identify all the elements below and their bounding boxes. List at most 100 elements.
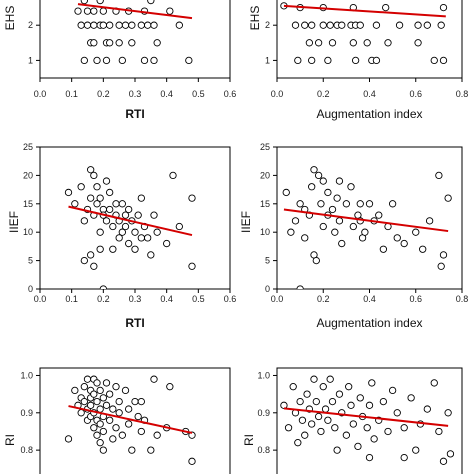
data-point: [121, 211, 130, 219]
y-tick-label: 1.0: [257, 370, 270, 380]
data-point: [308, 21, 316, 29]
y-tick-label: 2: [265, 20, 270, 30]
y-tick-label: 0.8: [257, 445, 270, 455]
x-tick-label: 0.2: [97, 294, 110, 304]
data-point: [423, 405, 431, 413]
data-point: [430, 379, 438, 387]
data-point: [106, 416, 114, 424]
data-point: [166, 383, 174, 391]
data-point: [414, 39, 422, 47]
data-point: [314, 39, 323, 47]
data-point: [291, 217, 300, 225]
data-point: [90, 7, 98, 15]
data-point: [131, 245, 139, 253]
data-point: [121, 222, 130, 231]
data-point: [379, 397, 388, 406]
data-point: [125, 205, 133, 214]
data-point: [382, 3, 390, 12]
data-point: [169, 171, 177, 180]
data-point: [144, 21, 152, 29]
data-point: [175, 21, 183, 29]
x-axis-label: RTI: [125, 107, 144, 121]
x-tick-label: 0.4: [363, 294, 376, 304]
x-tick-label: 0.8: [456, 294, 469, 304]
data-point: [301, 234, 309, 242]
data-point: [303, 390, 311, 398]
data-point: [439, 457, 448, 465]
data-point: [312, 397, 320, 406]
data-point: [324, 56, 332, 65]
data-point: [137, 397, 145, 406]
data-point: [324, 188, 332, 197]
data-point: [435, 171, 443, 180]
data-point: [439, 56, 448, 65]
data-point: [310, 166, 318, 174]
data-point: [393, 234, 401, 242]
data-point: [87, 251, 95, 259]
data-point: [435, 427, 443, 436]
data-point: [328, 397, 337, 406]
data-point: [321, 405, 330, 413]
data-point: [99, 21, 107, 29]
data-point: [121, 386, 130, 395]
data-point: [96, 386, 104, 395]
data-point: [326, 375, 334, 383]
data-point: [93, 431, 101, 439]
data-point: [134, 412, 142, 421]
data-point: [188, 457, 196, 465]
data-point: [121, 21, 130, 29]
data-point: [430, 56, 438, 65]
data-point: [312, 256, 320, 265]
data-point: [102, 177, 111, 185]
data-point: [294, 56, 302, 65]
data-layer: [280, 2, 448, 65]
x-tick-label: 0.3: [129, 89, 142, 99]
data-point: [118, 56, 126, 65]
x-tick-label: 0.0: [34, 294, 47, 304]
data-layer: [282, 166, 452, 289]
data-point: [319, 383, 327, 391]
data-point: [109, 435, 117, 443]
x-tick-label: 0.2: [97, 89, 110, 99]
data-point: [439, 3, 448, 12]
x-tick-label: 0.6: [409, 294, 422, 304]
data-point: [166, 7, 174, 15]
x-tick-label: 0.2: [317, 89, 330, 99]
data-point: [333, 446, 341, 454]
x-tick-label: 0.6: [409, 89, 422, 99]
data-point: [140, 56, 149, 65]
x-tick-label: 0.0: [271, 89, 284, 99]
scatter-panel-4: 0 5 10 15 20 25 0.0 0.2 0.4 0.6 0.8 Augmentation in…: [239, 142, 468, 330]
data-point: [134, 211, 142, 219]
y-tick-label: 25: [260, 142, 270, 152]
data-point: [112, 424, 120, 432]
y-tick-label: 15: [23, 199, 33, 209]
data-point: [314, 171, 323, 180]
data-point: [128, 39, 136, 47]
data-point: [338, 239, 346, 248]
y-axis-label: EHS: [248, 6, 262, 31]
x-tick-label: 0.5: [192, 294, 205, 304]
data-point: [331, 228, 339, 236]
data-point: [137, 234, 145, 242]
data-point: [99, 446, 107, 454]
x-tick-label: 0.4: [363, 89, 376, 99]
scatter-panel-2: 1 2 0.0 0.2 0.4 0.6 0.8 Augmentation index EHS: [248, 0, 468, 121]
data-point: [335, 390, 344, 398]
data-point: [150, 211, 158, 219]
data-point: [363, 39, 371, 47]
regression-line: [68, 405, 193, 434]
data-point: [328, 39, 337, 47]
data-point: [125, 405, 133, 413]
y-axis-label: RI: [242, 434, 256, 446]
data-point: [354, 442, 362, 451]
data-point: [144, 234, 152, 242]
data-point: [125, 420, 133, 428]
data-point: [109, 222, 117, 231]
data-point: [388, 386, 397, 395]
data-point: [400, 239, 408, 248]
data-point: [298, 416, 307, 424]
data-point: [106, 205, 114, 214]
data-point: [349, 420, 357, 428]
data-point: [80, 256, 88, 265]
